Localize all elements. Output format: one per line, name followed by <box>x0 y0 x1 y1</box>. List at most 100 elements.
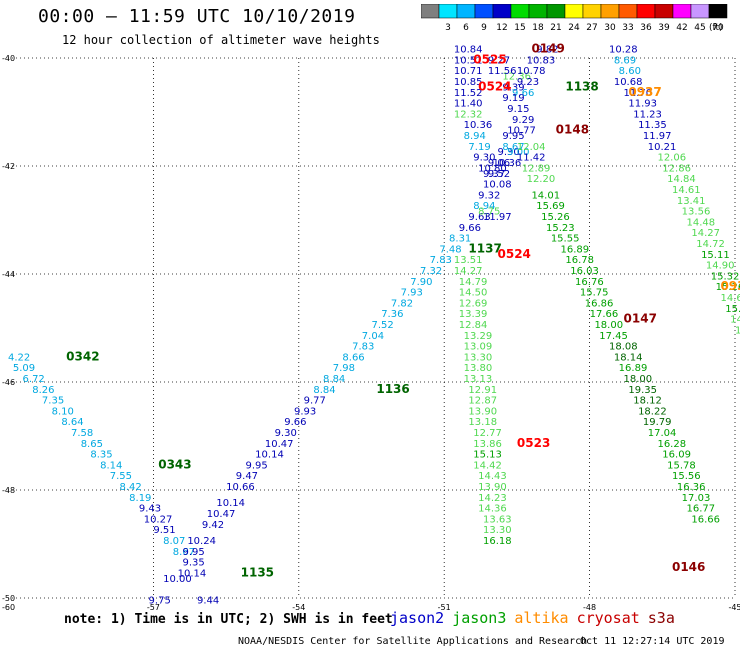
wave-height-label: 15.26 <box>541 212 570 223</box>
wave-height-label: 7.83 <box>352 342 374 353</box>
wave-height-label: 9.39 <box>502 82 524 93</box>
wave-height-label: 9.06 <box>488 158 510 169</box>
wave-height-label: 13.30 <box>464 352 493 363</box>
wave-height-label: 8.35 <box>90 450 112 461</box>
wave-height-label: 8.19 <box>129 493 151 504</box>
wave-height-label: 14.36 <box>478 504 507 515</box>
wave-height-label: 8.42 <box>119 482 141 493</box>
wave-height-label: 7.48 <box>439 244 461 255</box>
wave-height-label: 5.09 <box>13 363 35 374</box>
colorbar-label: 24 <box>568 23 580 33</box>
wave-height-label: 15.13 <box>473 450 502 461</box>
legend-altika: altika <box>514 609 569 627</box>
pass-time-label: 0525 <box>473 52 506 66</box>
wave-height-label: 16.77 <box>687 504 716 515</box>
wave-height-label: 16.03 <box>570 266 599 277</box>
wave-height-label: 10.14 <box>255 450 284 461</box>
wave-height-label: 10.71 <box>454 66 483 77</box>
wave-height-label: 8.31 <box>449 234 471 245</box>
legend-jason3: jason3 <box>452 609 507 627</box>
wave-height-label: 17.66 <box>590 309 619 320</box>
wave-height-label: 8.66 <box>342 352 364 363</box>
wave-height-label: 15.23 <box>546 223 575 234</box>
lon-tick-label: -45 <box>728 603 740 610</box>
colorbar-label: 45 <box>694 23 705 33</box>
wave-height-label: 14.72 <box>696 239 725 250</box>
wave-height-label: 10.14 <box>178 568 207 579</box>
wave-height-label: 11.56 <box>488 66 517 77</box>
satellite-legend: jason2 jason3 altika cryosat s3a <box>390 609 683 627</box>
wave-height-label: 9.95 <box>502 131 524 142</box>
wave-height-label: 11.42 <box>517 153 546 164</box>
wave-height-label: 7.93 <box>401 288 423 299</box>
wave-height-label: 11.70 <box>624 88 653 99</box>
legend-jason2: jason2 <box>390 609 445 627</box>
wave-height-label: 16.76 <box>575 277 604 288</box>
colorbar-label: 42 <box>676 23 687 33</box>
wave-height-label: 9.35 <box>182 558 204 569</box>
wave-height-label: 14.23 <box>478 493 507 504</box>
wave-height-label: 12.86 <box>662 163 691 174</box>
pass-time-label: 1138 <box>565 79 598 93</box>
wave-height-label: 18.08 <box>609 342 638 353</box>
wave-height-label: 10.36 <box>464 120 493 131</box>
wave-height-label: 14.43 <box>478 471 507 482</box>
pass-time-label: 1135 <box>241 565 274 579</box>
wave-height-label: 9.23 <box>517 77 539 88</box>
wave-height-label: 14.01 <box>531 190 560 201</box>
wave-height-label: 10.47 <box>265 439 294 450</box>
wave-height-label: 13.63 <box>483 514 512 525</box>
wave-height-label: 13.52 <box>735 325 740 336</box>
wave-height-label: 10.51 <box>454 55 483 66</box>
wave-height-label: 14.27 <box>454 266 483 277</box>
wave-height-label: 10.24 <box>187 536 216 547</box>
wave-height-label: 12.89 <box>522 163 551 174</box>
wave-height-label: 9.27 <box>488 55 510 66</box>
colorbar-label: 30 <box>604 23 616 33</box>
units-note: note: 1) Time is in UTC; 2) SWH is in fe… <box>64 612 393 627</box>
wave-height-label: 12.77 <box>473 428 502 439</box>
wave-height-label: 9.93 <box>294 406 316 417</box>
wave-height-label: 16.89 <box>619 363 648 374</box>
colorbar-label: 18 <box>532 23 544 33</box>
wave-height-label: 13.41 <box>677 196 706 207</box>
lat-tick-label: -48 <box>2 486 15 495</box>
wave-height-label: 9.30 <box>275 428 297 439</box>
wave-height-label: 8.94 <box>464 131 486 142</box>
wave-height-label: 18.12 <box>633 396 662 407</box>
pass-time-label: 0524 <box>498 247 531 261</box>
wave-height-label: 17.45 <box>599 331 628 342</box>
pass-time-label: 1136 <box>376 382 409 396</box>
pass-time-label: 0148 <box>556 123 589 137</box>
wave-height-label: 10.14 <box>216 498 245 509</box>
colorbar-label: 21 <box>550 23 561 33</box>
wave-height-label: 11.97 <box>483 212 512 223</box>
wave-height-label: 12.06 <box>657 153 686 164</box>
wave-height-label: 8.26 <box>32 385 54 396</box>
wave-height-label: 9.37 <box>483 169 505 180</box>
wave-height-label: 9.66 <box>284 417 306 428</box>
wave-height-label: 8.64 <box>61 417 83 428</box>
wave-height-label: 14.84 <box>667 174 696 185</box>
wave-height-label: 8.67 <box>173 547 195 558</box>
wave-height-label: 9.44 <box>197 595 219 606</box>
wave-height-label: 10.08 <box>483 180 512 191</box>
colorbar-legend: 3 6 9 12 15 18 21 24 27 30 33 36 39 42 45 70(ft) <box>421 4 728 33</box>
wave-height-label: 12.36 <box>502 72 531 83</box>
wave-height-label: 10.77 <box>507 126 536 137</box>
wave-height-label: 10.27 <box>144 514 173 525</box>
lon-tick-label: -57 <box>147 603 160 610</box>
wave-height-label: 8.07 <box>163 536 185 547</box>
colorbar-label: 12 <box>496 23 507 33</box>
wave-height-label: 12.84 <box>459 320 488 331</box>
wave-height-label: 9.63 <box>468 212 490 223</box>
pass-time-label: 0343 <box>158 457 191 471</box>
wave-height-label: 18.00 <box>594 320 623 331</box>
wave-height-label: 15.78 <box>667 460 696 471</box>
wave-height-label: 9.95 <box>245 460 267 471</box>
wave-height-label: 13.29 <box>464 331 493 342</box>
wave-height-label: 9.30 <box>473 153 495 164</box>
wave-height-label: 13.90 <box>468 406 497 417</box>
wave-height-label: 13.09 <box>464 342 493 353</box>
wave-height-label: 12.20 <box>527 174 556 185</box>
